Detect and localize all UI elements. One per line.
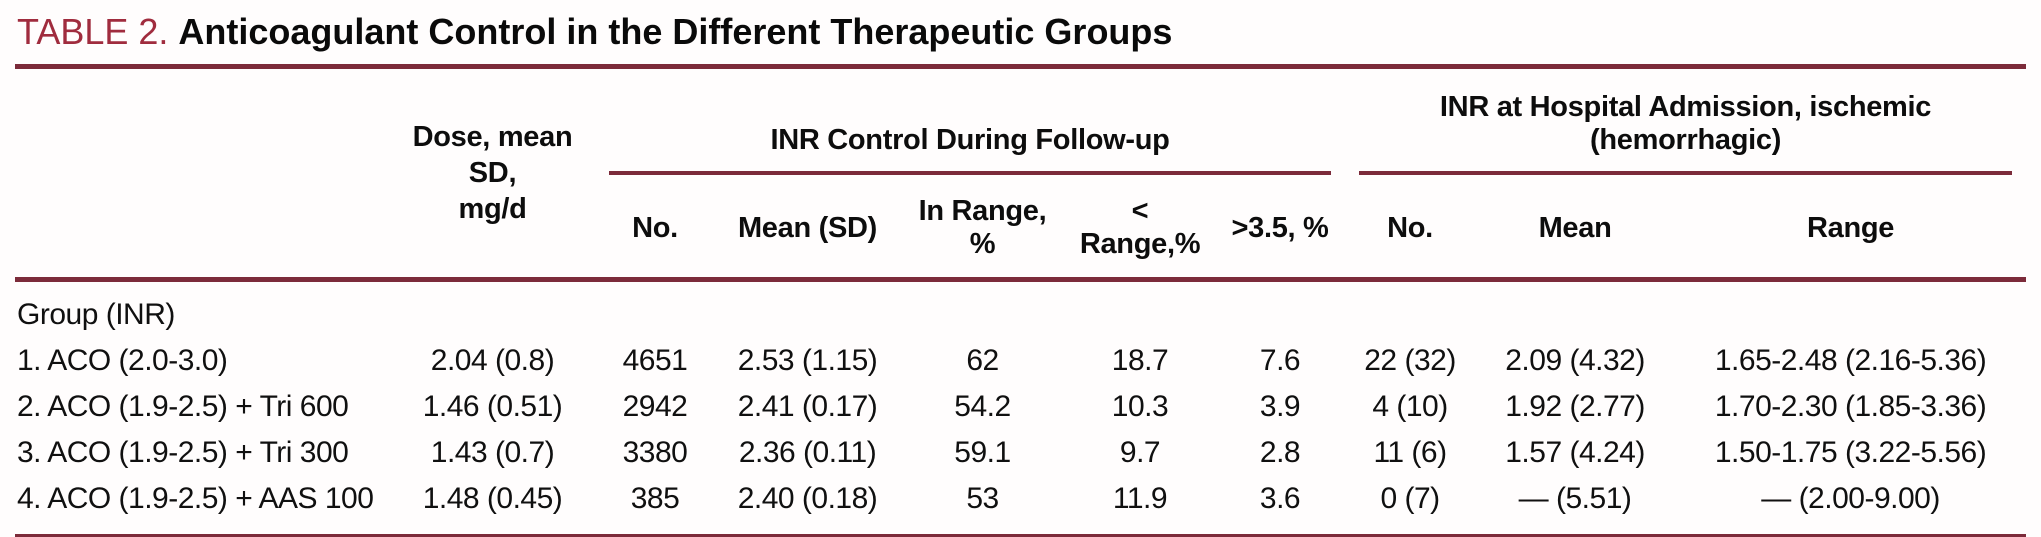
cell-no-followup: 385	[595, 476, 715, 537]
cell-group: 3. ACO (1.9-2.5) + Tri 300	[17, 436, 349, 469]
cell-below-range: 10.3	[1111, 390, 1169, 423]
column-header-no-followup: No.	[595, 175, 715, 282]
table-row: 4. ACO (1.9-2.5) + AAS 100 1.48 (0.45) 3…	[15, 476, 2027, 537]
cell-in-range: 53	[900, 476, 1065, 537]
cell-no-admission: 0 (7)	[1345, 476, 1476, 537]
cell-mean-sd: 2.41 (0.17)	[737, 390, 878, 423]
cell-no-followup: 4651	[622, 344, 688, 377]
table-row: 3. ACO (1.9-2.5) + Tri 300 1.43 (0.7) 33…	[15, 430, 2026, 476]
cell-in-range: 62	[966, 344, 999, 377]
cell-group: 1. ACO (2.0-3.0)	[17, 344, 228, 377]
column-header-in-range: In Range, %	[900, 175, 1065, 282]
cell-group: 2. ACO (1.9-2.5) + Tri 600	[17, 390, 349, 423]
column-header-mean-admission: Mean	[1475, 175, 1676, 282]
page-title: TABLE 2. Anticoagulant Control in the Dif…	[17, 10, 2026, 54]
cell-in-range: 54.2	[954, 390, 1011, 423]
anticoagulant-control-table: Dose, mean SD, mg/d INR Control During F…	[15, 64, 2027, 537]
cell-no-followup: 3380	[622, 436, 688, 469]
span-header-inr-admission: INR at Hospital Admission, ischemic (hem…	[1345, 67, 2026, 175]
cell-mean-admission: 2.09 (4.32)	[1505, 344, 1645, 377]
section-label: Group (INR)	[17, 298, 175, 331]
cell-mean-admission: 1.57 (4.24)	[1505, 436, 1645, 469]
empty-section-cells	[390, 280, 2026, 339]
cell-below-range: 11.9	[1065, 476, 1215, 537]
cell-mean-admission: 1.92 (2.77)	[1505, 390, 1645, 423]
cell-mean-sd: 2.40 (0.18)	[715, 476, 900, 537]
cell-group: 4. ACO (1.9-2.5) + AAS 100	[15, 476, 390, 537]
cell-mean-sd: 2.53 (1.15)	[737, 344, 878, 377]
cell-no-admission: 11 (6)	[1373, 436, 1447, 469]
cell-mean-admission: — (5.51)	[1475, 476, 1676, 537]
cell-range-admission: 1.50-1.75 (3.22-5.56)	[1714, 436, 1987, 469]
span-header-row: Dose, mean SD, mg/d INR Control During F…	[15, 66, 2026, 282]
span-header-inr-admission-label: INR at Hospital Admission, ischemic (hem…	[1359, 91, 2013, 175]
dose-header-line2: mg/d	[458, 193, 527, 225]
cell-no-admission: 4 (10)	[1372, 390, 1448, 423]
sub-header-row: No. Mean (SD) In Range, % < Range,% >3.5…	[15, 175, 2027, 282]
cell-dose: 1.48 (0.45)	[390, 476, 595, 537]
column-header-below-range: < Range,%	[1065, 175, 1215, 282]
cell-no-followup: 2942	[622, 390, 688, 423]
cell-in-range: 59.1	[954, 436, 1011, 469]
column-header-dose: Dose, mean SD, mg/d	[390, 66, 595, 282]
cell-mean-sd: 2.36 (0.11)	[738, 436, 877, 469]
table-row: 2. ACO (1.9-2.5) + Tri 600 1.46 (0.51) 2…	[15, 384, 2026, 430]
cell-range-admission: 1.70-2.30 (1.85-3.36)	[1714, 390, 1987, 423]
cell-below-range: 9.7	[1119, 436, 1161, 469]
column-header-no-admission: No.	[1345, 175, 1476, 282]
table-row: 1. ACO (2.0-3.0) 2.04 (0.8) 4651 2.53 (1…	[15, 338, 2026, 384]
cell-above-35: 2.8	[1259, 436, 1301, 469]
cell-below-range: 18.7	[1111, 344, 1169, 377]
cell-above-35: 3.6	[1215, 476, 1346, 537]
cell-dose: 1.46 (0.51)	[422, 390, 563, 423]
empty-corner-cell	[15, 66, 390, 282]
span-header-inr-followup: INR Control During Follow-up	[595, 67, 1345, 175]
cell-range-admission: — (2.00-9.00)	[1675, 476, 2027, 537]
cell-above-35: 3.9	[1259, 390, 1301, 423]
table-number-label: TABLE 2.	[17, 11, 169, 52]
column-header-above-35: >3.5, %	[1215, 175, 1346, 282]
table-caption: Anticoagulant Control in the Different T…	[178, 11, 1173, 52]
section-label-row: Group (INR)	[15, 280, 2026, 339]
cell-no-admission: 22 (32)	[1364, 344, 1456, 377]
cell-above-35: 7.6	[1259, 344, 1301, 377]
span-header-inr-followup-label: INR Control During Follow-up	[609, 124, 1332, 175]
cell-range-admission: 1.65-2.48 (2.16-5.36)	[1714, 344, 1987, 377]
column-header-range-admission: Range	[1675, 175, 2027, 282]
cell-dose: 2.04 (0.8)	[430, 344, 555, 377]
column-header-mean-sd: Mean (SD)	[715, 175, 900, 282]
cell-dose: 1.43 (0.7)	[430, 436, 555, 469]
dose-header-line1: Dose, mean SD,	[412, 121, 573, 189]
